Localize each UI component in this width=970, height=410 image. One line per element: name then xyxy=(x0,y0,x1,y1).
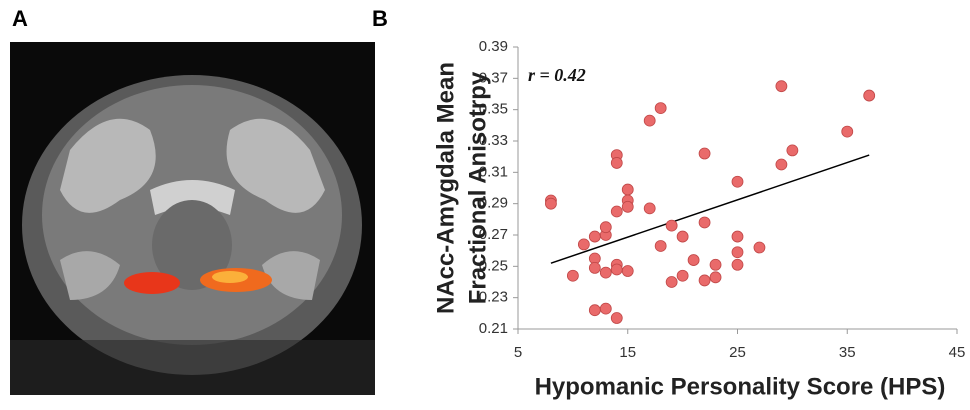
point xyxy=(578,239,589,250)
point xyxy=(677,231,688,242)
point xyxy=(776,81,787,92)
point xyxy=(666,277,677,288)
point xyxy=(710,259,721,270)
point xyxy=(600,222,611,233)
point xyxy=(710,272,721,283)
annotation: r = 0.42 xyxy=(528,65,586,85)
point xyxy=(622,266,633,277)
x-tick-label: 35 xyxy=(839,344,856,361)
page: A B 0.210.230.250.270.290.310.330.350.37… xyxy=(0,0,970,410)
point xyxy=(842,126,853,137)
point xyxy=(688,255,699,266)
x-tick-label: 25 xyxy=(729,344,746,361)
point xyxy=(611,264,622,275)
x-axis-label: Hypomanic Personality Score (HPS) xyxy=(535,373,946,400)
x-tick-label: 15 xyxy=(619,344,636,361)
point xyxy=(545,198,556,209)
point xyxy=(787,145,798,156)
point xyxy=(732,259,743,270)
point xyxy=(754,242,765,253)
point xyxy=(589,305,600,316)
point xyxy=(611,313,622,324)
panel-label: A xyxy=(12,6,28,31)
point xyxy=(600,303,611,314)
point xyxy=(699,148,710,159)
point xyxy=(655,240,666,251)
point xyxy=(666,220,677,231)
x-tick-label: 5 xyxy=(514,344,522,361)
brain-image xyxy=(10,42,375,395)
point xyxy=(732,231,743,242)
point xyxy=(589,231,600,242)
y-tick-label: 0.39 xyxy=(479,38,508,55)
point xyxy=(677,270,688,281)
point xyxy=(699,275,710,286)
point xyxy=(622,184,633,195)
scatter-chart: 0.210.230.250.270.290.310.330.350.370.39… xyxy=(432,38,965,400)
point xyxy=(732,247,743,258)
point xyxy=(622,201,633,212)
point xyxy=(589,262,600,273)
point xyxy=(655,103,666,114)
trend-line xyxy=(551,155,869,263)
y-axis-label: Fractional Anisotrpy xyxy=(464,71,491,304)
point xyxy=(776,159,787,170)
point xyxy=(699,217,710,228)
figure: A B 0.210.230.250.270.290.310.330.350.37… xyxy=(0,0,970,405)
x-tick-label: 45 xyxy=(949,344,966,361)
y-axis-label: NAcc-Amygdala Mean xyxy=(432,62,459,314)
point xyxy=(567,270,578,281)
point xyxy=(600,267,611,278)
point xyxy=(864,90,875,101)
point xyxy=(644,115,655,126)
point xyxy=(732,176,743,187)
point xyxy=(644,203,655,214)
y-tick-label: 0.21 xyxy=(479,320,508,337)
point xyxy=(611,206,622,217)
panel-label: B xyxy=(372,6,388,31)
point xyxy=(611,157,622,168)
